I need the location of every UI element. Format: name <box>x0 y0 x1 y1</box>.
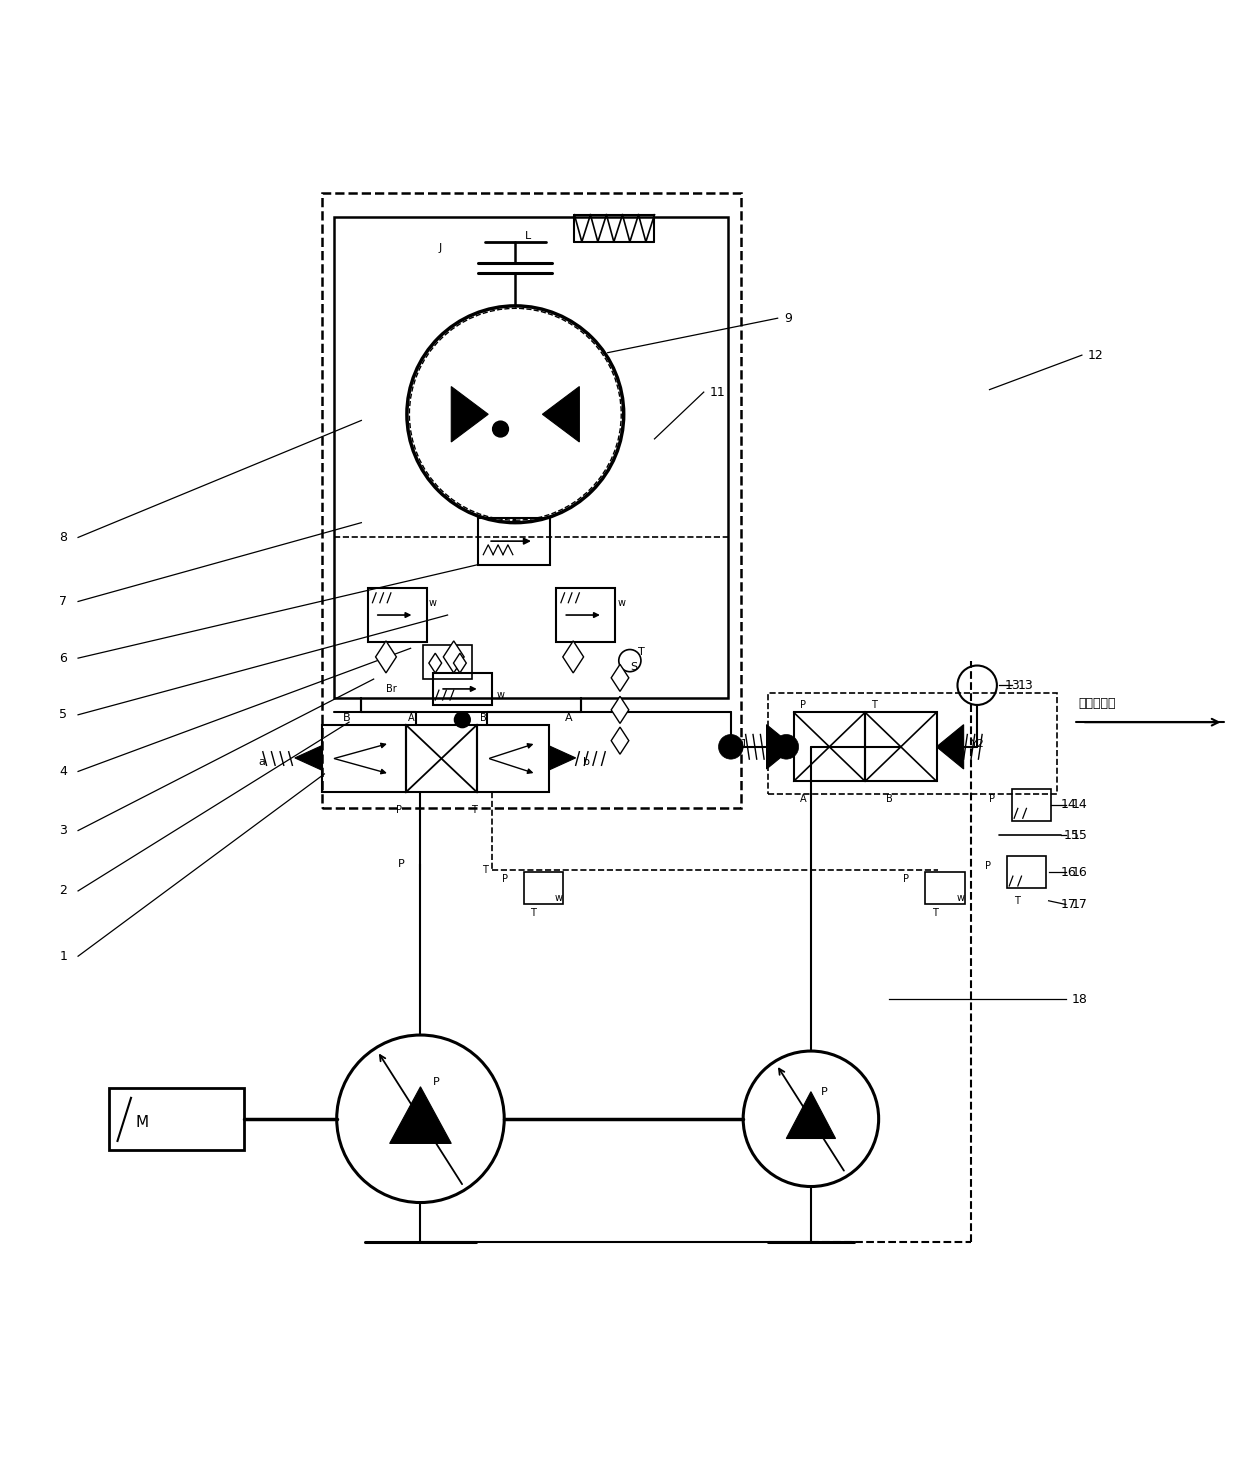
Text: A: A <box>800 793 806 804</box>
Text: S: S <box>630 661 637 671</box>
Polygon shape <box>389 1087 451 1143</box>
Bar <box>322 724 405 792</box>
Text: T: T <box>471 805 477 815</box>
Text: 7: 7 <box>60 595 67 608</box>
Bar <box>109 1089 244 1150</box>
Polygon shape <box>454 654 466 673</box>
Bar <box>866 712 936 782</box>
Text: 8: 8 <box>60 530 67 544</box>
Text: 17: 17 <box>1073 898 1087 911</box>
Text: w: w <box>429 598 436 608</box>
Bar <box>477 724 548 792</box>
Text: 18: 18 <box>1073 993 1087 1006</box>
Bar <box>433 673 492 705</box>
Text: P: P <box>433 1077 439 1087</box>
Polygon shape <box>611 696 629 723</box>
Text: 6: 6 <box>60 652 67 664</box>
Polygon shape <box>548 746 575 770</box>
Text: 12: 12 <box>1087 348 1104 361</box>
Polygon shape <box>611 664 629 692</box>
Text: Y2: Y2 <box>971 739 985 749</box>
Text: P: P <box>985 861 991 871</box>
Text: a: a <box>258 757 265 767</box>
Text: 13: 13 <box>1004 679 1021 692</box>
Text: 1: 1 <box>60 949 67 962</box>
Text: B: B <box>887 793 893 804</box>
Text: Br: Br <box>386 685 397 693</box>
Polygon shape <box>429 654 441 673</box>
Polygon shape <box>376 640 397 673</box>
Polygon shape <box>766 724 794 768</box>
Text: 13: 13 <box>1018 679 1034 692</box>
Text: 14: 14 <box>1061 798 1076 811</box>
Circle shape <box>454 711 471 729</box>
Text: P: P <box>990 793 996 804</box>
Text: b: b <box>583 757 590 767</box>
Bar <box>525 873 563 905</box>
Polygon shape <box>786 1091 836 1138</box>
Circle shape <box>774 734 799 759</box>
Circle shape <box>492 420 510 438</box>
Text: w: w <box>497 690 505 701</box>
Text: w: w <box>554 893 563 903</box>
Text: T: T <box>872 699 877 710</box>
Text: 15: 15 <box>1064 829 1079 842</box>
Text: T: T <box>639 646 645 657</box>
Text: w: w <box>618 598 625 608</box>
Text: 5: 5 <box>60 708 67 721</box>
Bar <box>335 217 728 698</box>
Polygon shape <box>444 640 464 673</box>
Polygon shape <box>542 386 579 442</box>
Bar <box>794 712 866 782</box>
Polygon shape <box>451 386 489 442</box>
Text: P: P <box>800 699 806 710</box>
Text: w: w <box>956 893 965 903</box>
Text: B: B <box>480 714 486 724</box>
Text: P: P <box>502 874 507 884</box>
Text: P: P <box>821 1087 827 1097</box>
Text: 置辅助系统: 置辅助系统 <box>1078 698 1116 710</box>
Text: T: T <box>1014 896 1021 906</box>
Bar <box>925 873 965 905</box>
Bar <box>479 517 549 564</box>
Bar <box>1012 789 1052 821</box>
Text: P: P <box>903 874 909 884</box>
Text: P: P <box>396 805 402 815</box>
Text: 9: 9 <box>784 311 791 325</box>
Text: A: A <box>408 714 414 724</box>
Bar <box>768 692 1058 793</box>
Text: B: B <box>343 714 351 724</box>
Text: 17: 17 <box>1061 898 1076 911</box>
Text: 15: 15 <box>1073 829 1087 842</box>
Polygon shape <box>563 640 584 673</box>
Text: T: T <box>529 908 536 918</box>
Text: J: J <box>439 242 443 253</box>
Text: M: M <box>136 1115 149 1130</box>
Bar <box>1007 856 1047 889</box>
Bar <box>405 724 477 792</box>
Text: L: L <box>526 231 532 241</box>
Text: 2: 2 <box>60 884 67 898</box>
Bar <box>367 588 427 642</box>
Bar <box>322 192 740 808</box>
Text: T: T <box>931 908 937 918</box>
Text: T: T <box>482 865 487 876</box>
Text: 4: 4 <box>60 765 67 779</box>
Circle shape <box>718 734 743 759</box>
Text: 11: 11 <box>711 385 725 398</box>
Text: A: A <box>564 714 572 724</box>
Polygon shape <box>611 727 629 754</box>
Text: 16: 16 <box>1073 865 1087 878</box>
Polygon shape <box>295 746 322 770</box>
Text: P: P <box>398 859 405 868</box>
Polygon shape <box>936 724 963 768</box>
Text: Y1: Y1 <box>734 739 748 749</box>
Text: 3: 3 <box>60 824 67 837</box>
Bar <box>423 645 472 679</box>
Text: 16: 16 <box>1061 865 1076 878</box>
Bar <box>556 588 615 642</box>
Text: 14: 14 <box>1073 798 1087 811</box>
